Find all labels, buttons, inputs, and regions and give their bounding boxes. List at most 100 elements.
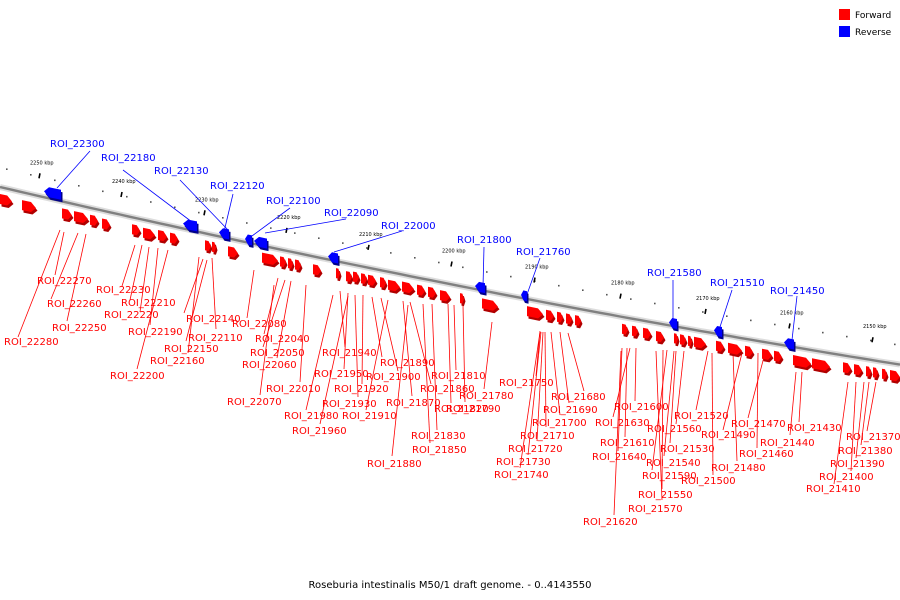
forward-gene-label: ROI_21690 bbox=[543, 405, 598, 416]
scale-tick bbox=[872, 337, 873, 342]
scale-dot bbox=[654, 303, 656, 305]
forward-gene-label: ROI_21880 bbox=[367, 459, 422, 470]
forward-gene-label: ROI_21930 bbox=[322, 399, 377, 410]
scale-tick bbox=[620, 294, 621, 299]
forward-gene-label: ROI_21980 bbox=[284, 411, 339, 422]
forward-gene-label: ROI_21500 bbox=[681, 476, 736, 487]
reverse-gene-label: ROI_22180 bbox=[101, 153, 156, 164]
scale-tick bbox=[534, 278, 535, 283]
forward-gene-label: ROI_21530 bbox=[660, 444, 715, 455]
scale-dot bbox=[294, 232, 296, 234]
scale-dot bbox=[702, 311, 704, 313]
forward-gene-label: ROI_21890 bbox=[380, 358, 435, 369]
forward-gene-label: ROI_21540 bbox=[646, 458, 701, 469]
scale-dot bbox=[510, 276, 512, 278]
scale-dot bbox=[750, 320, 752, 322]
forward-gene-label: ROI_22060 bbox=[242, 360, 297, 371]
forward-gene-label: ROI_22160 bbox=[150, 356, 205, 367]
scale-tick-label: 2220 kbp bbox=[277, 215, 301, 221]
forward-gene-label: ROI_21900 bbox=[366, 372, 421, 383]
forward-gene-label: ROI_22230 bbox=[96, 285, 151, 296]
forward-gene-label: ROI_21830 bbox=[411, 431, 466, 442]
leader-line bbox=[696, 351, 708, 410]
leader-line bbox=[247, 270, 254, 318]
reverse-gene-label: ROI_22130 bbox=[154, 166, 209, 177]
scale-dot bbox=[390, 252, 392, 254]
forward-gene-label: ROI_21380 bbox=[838, 446, 893, 457]
forward-gene-label: ROI_22150 bbox=[164, 344, 219, 355]
scale-dot bbox=[78, 185, 80, 187]
forward-gene-label: ROI_22070 bbox=[227, 397, 282, 408]
scale-tick-label: 2160 kbp bbox=[780, 310, 804, 316]
forward-gene-label: ROI_21570 bbox=[628, 504, 683, 515]
forward-gene-label: ROI_21910 bbox=[342, 411, 397, 422]
scale-dot bbox=[606, 294, 608, 296]
forward-gene-label: ROI_21790 bbox=[446, 404, 501, 415]
forward-gene-label: ROI_21620 bbox=[583, 517, 638, 528]
scale-dot bbox=[126, 196, 128, 198]
scale-dot bbox=[342, 242, 344, 244]
forward-gene-label: ROI_21850 bbox=[412, 445, 467, 456]
reverse-gene-label: ROI_22300 bbox=[50, 139, 105, 150]
leader-line bbox=[483, 247, 484, 287]
scale-dot bbox=[678, 307, 680, 309]
scale-tick bbox=[451, 262, 452, 267]
forward-gene-label: ROI_22040 bbox=[255, 334, 310, 345]
reverse-gene-label: ROI_21450 bbox=[770, 286, 825, 297]
reverse-gene-label: ROI_22090 bbox=[324, 208, 379, 219]
forward-gene-label: ROI_21940 bbox=[322, 348, 377, 359]
forward-gene-label: ROI_21400 bbox=[819, 472, 874, 483]
forward-gene-label: ROI_21680 bbox=[551, 392, 606, 403]
reverse-gene-label: ROI_21510 bbox=[710, 278, 765, 289]
reverse-gene-label: ROI_22100 bbox=[266, 196, 321, 207]
forward-gene-label: ROI_21490 bbox=[701, 430, 756, 441]
scale-dot bbox=[318, 237, 320, 239]
forward-gene-label: ROI_21440 bbox=[760, 438, 815, 449]
leader-line bbox=[757, 353, 758, 448]
scale-tick-label: 2200 kbp bbox=[442, 249, 466, 255]
scale-dot bbox=[726, 315, 728, 317]
forward-gene-label: ROI_21870 bbox=[386, 398, 441, 409]
scale-tick bbox=[368, 245, 369, 250]
scale-tick bbox=[705, 309, 706, 314]
legend-forward-label: Forward bbox=[855, 11, 891, 21]
forward-gene-label: ROI_22010 bbox=[266, 384, 321, 395]
scale-tick-label: 2210 kbp bbox=[359, 232, 383, 238]
leader-line bbox=[568, 333, 584, 391]
forward-gene-label: ROI_21780 bbox=[459, 391, 514, 402]
forward-gene-label: ROI_21460 bbox=[739, 449, 794, 460]
forward-gene-label: ROI_21610 bbox=[600, 438, 655, 449]
forward-gene-label: ROI_21960 bbox=[292, 426, 347, 437]
scale-dot bbox=[414, 257, 416, 259]
legend: Forward Reverse bbox=[839, 9, 892, 38]
forward-gene-label: ROI_21370 bbox=[846, 432, 900, 443]
forward-gene-label: ROI_21750 bbox=[499, 378, 554, 389]
forward-gene-label: ROI_21710 bbox=[520, 431, 575, 442]
leader-line bbox=[186, 260, 207, 341]
scale-dot bbox=[798, 328, 800, 330]
legend-reverse-label: Reverse bbox=[855, 28, 892, 38]
forward-gene-label: ROI_21810 bbox=[431, 371, 486, 382]
scale-dot bbox=[558, 285, 560, 287]
scale-tick bbox=[121, 192, 122, 197]
leader-line bbox=[57, 151, 90, 188]
scale-dot bbox=[198, 212, 200, 214]
forward-gene-label: ROI_22250 bbox=[52, 323, 107, 334]
forward-gene-label: ROI_22260 bbox=[47, 299, 102, 310]
scale-tick-label: 2170 kbp bbox=[696, 296, 720, 302]
scale-dot bbox=[30, 174, 32, 176]
scale-dot bbox=[630, 298, 632, 300]
scale-dot bbox=[54, 180, 56, 182]
forward-gene-label: ROI_21550 bbox=[638, 490, 693, 501]
forward-gene-label: ROI_22110 bbox=[188, 333, 243, 344]
forward-gene-label: ROI_21630 bbox=[595, 418, 650, 429]
forward-gene-label: ROI_21740 bbox=[494, 470, 549, 481]
scale-tick bbox=[286, 228, 287, 233]
scale-dot bbox=[438, 262, 440, 264]
forward-gene-label: ROI_22200 bbox=[110, 371, 165, 382]
scale-dot bbox=[102, 191, 104, 193]
forward-gene-label: ROI_21480 bbox=[711, 463, 766, 474]
leader-line bbox=[792, 296, 797, 340]
forward-gene-label: ROI_21430 bbox=[787, 423, 842, 434]
scale-dot bbox=[846, 336, 848, 338]
